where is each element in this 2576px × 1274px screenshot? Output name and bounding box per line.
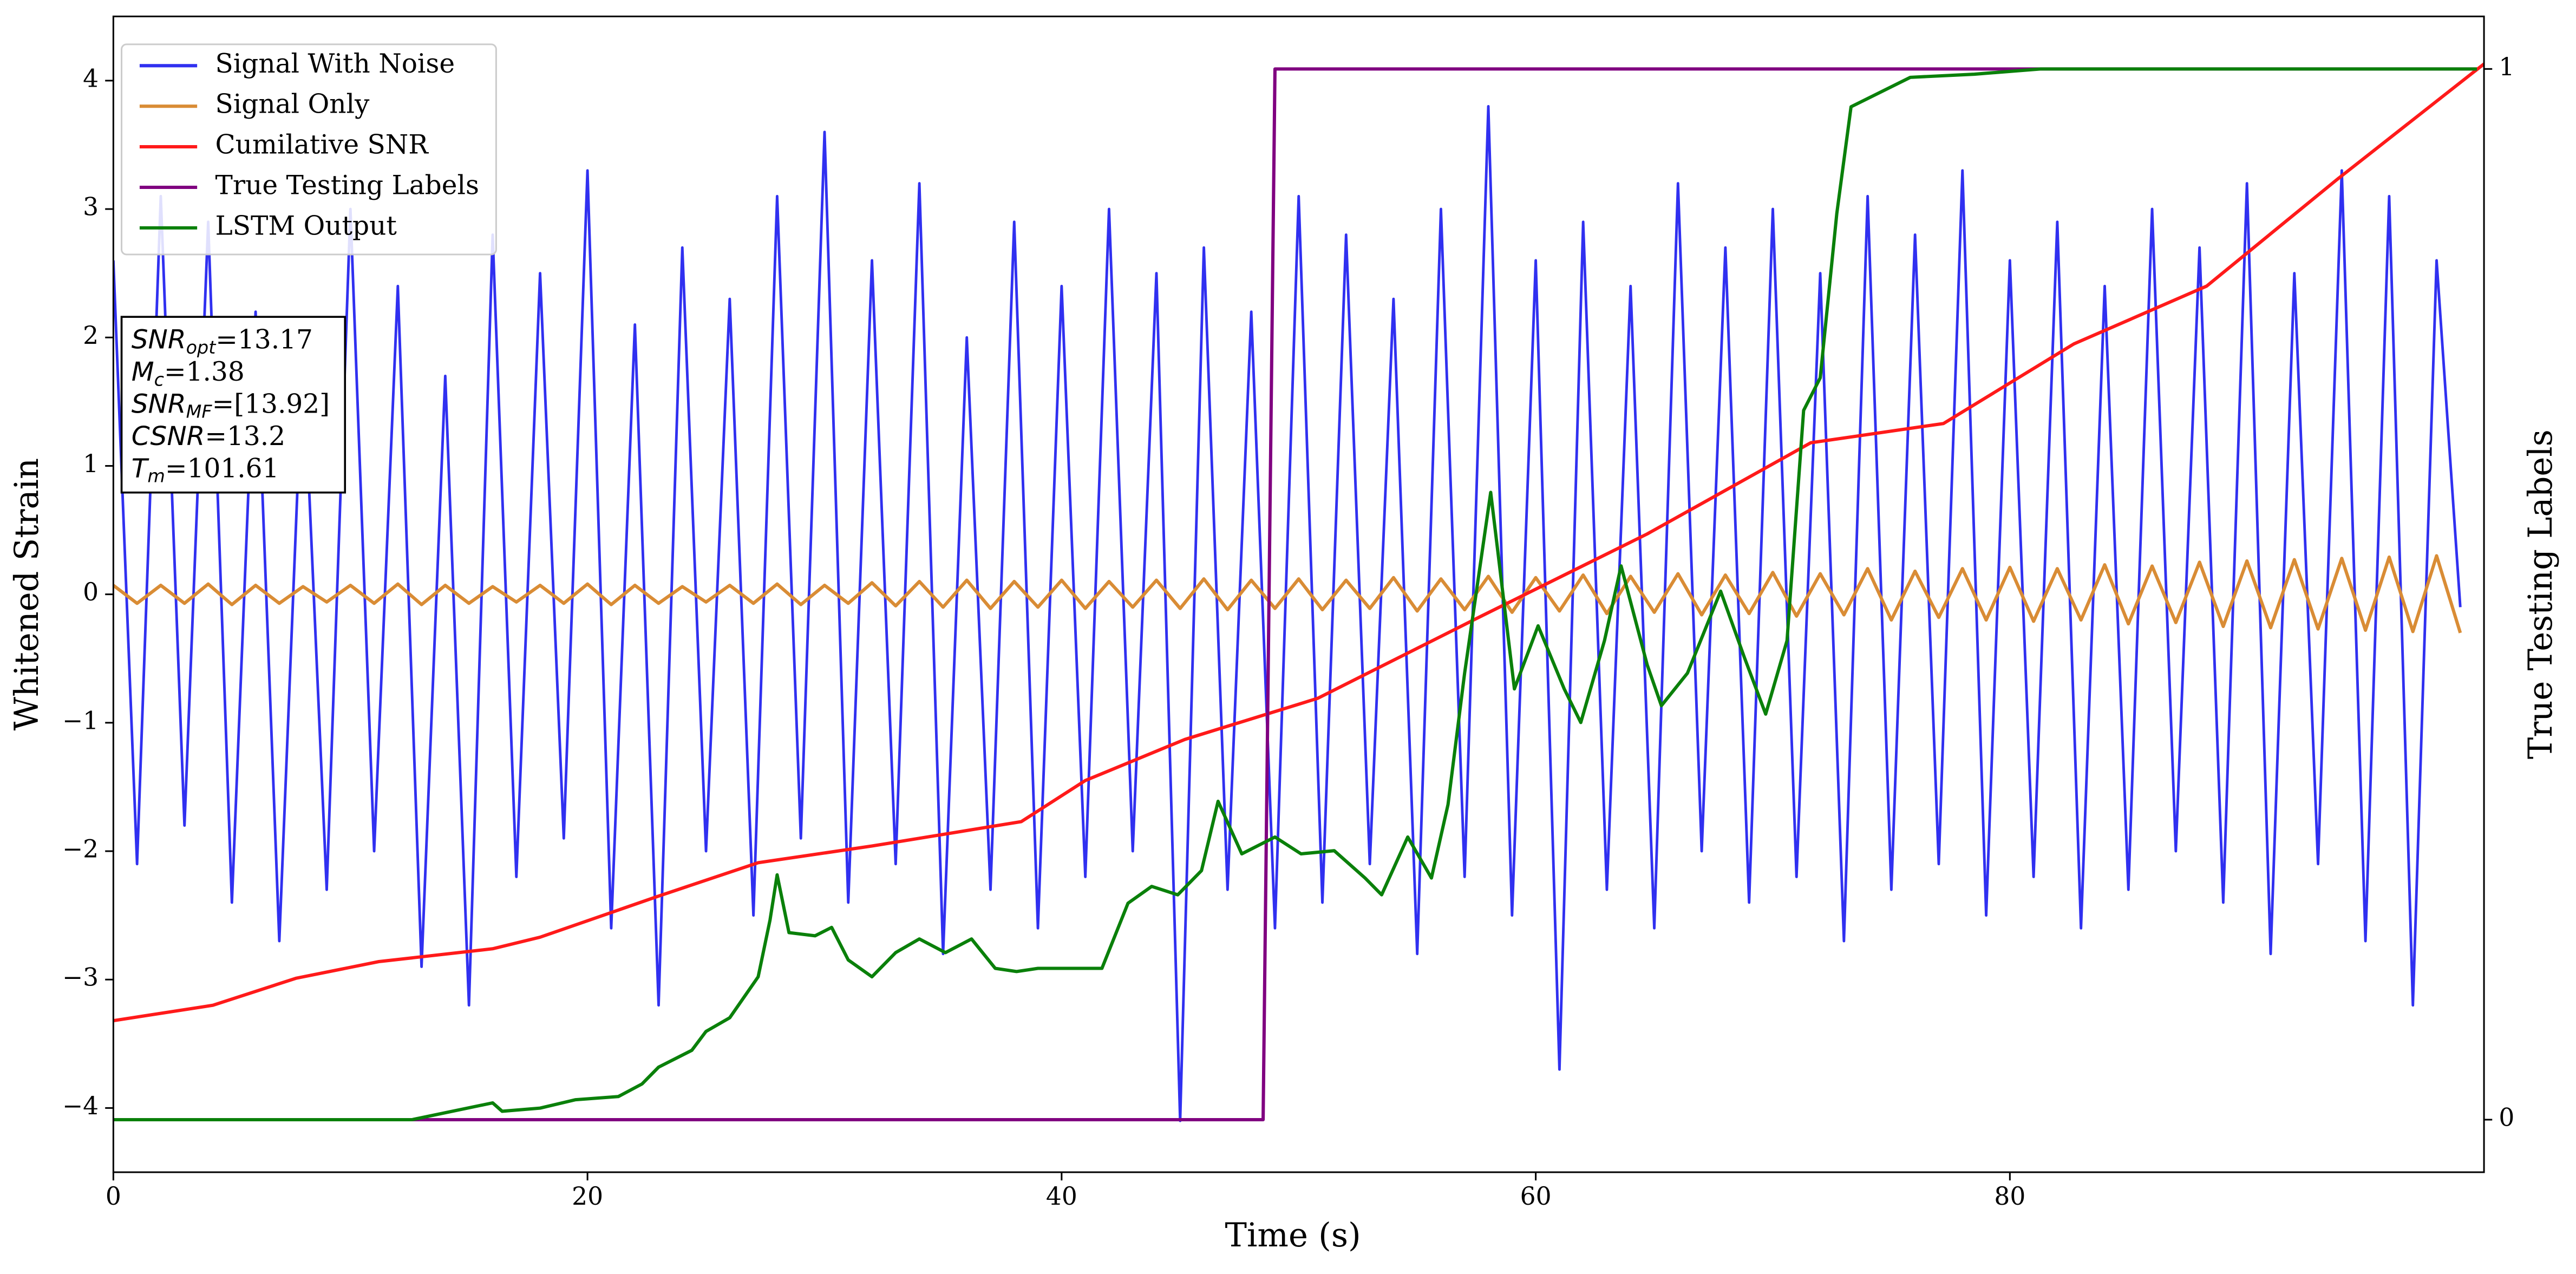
annotation-subscript: m [147, 465, 165, 486]
annotation-value: =13.2 [205, 421, 285, 452]
annotation-value: =1.38 [164, 357, 245, 387]
y2-tick-label: 0 [2499, 1103, 2514, 1132]
legend-label: LSTM Output [215, 211, 397, 241]
annotation-line: CSNR=13.2 [132, 421, 285, 452]
x-axis-label: Time (s) [1225, 1217, 1361, 1255]
y-tick-label: −2 [62, 835, 99, 864]
x-tick-label: 0 [106, 1182, 121, 1211]
series-line [113, 67, 2477, 1122]
y-tick-label: −3 [62, 963, 99, 992]
annotation-subscript: c [154, 369, 164, 390]
legend-label: Cumilative SNR [215, 130, 429, 160]
y-tick-label: 4 [83, 64, 99, 93]
legend-label: Signal With Noise [215, 49, 455, 79]
annotation-line: SNRMF=[13.92] [132, 389, 330, 422]
series-line [113, 67, 2477, 1122]
annotation-symbol: T [132, 453, 149, 484]
y-tick-label: 0 [83, 578, 99, 606]
x-tick-label: 40 [1046, 1182, 1077, 1211]
annotation-line: Tm=101.61 [132, 453, 279, 486]
y-tick-label: −4 [62, 1092, 99, 1120]
x-tick-label: 20 [572, 1182, 603, 1211]
annotation-value: =13.17 [215, 324, 313, 355]
series-line [113, 62, 2485, 1023]
legend-label: True Testing Labels [215, 170, 479, 200]
y-axis-label: Whitened Strain [8, 458, 46, 731]
annotation-line: SNRopt=13.17 [132, 324, 313, 357]
annotation-value: =[13.92] [212, 389, 330, 419]
x-tick-label: 60 [1520, 1182, 1552, 1211]
annotation-line: Mc=1.38 [132, 357, 245, 390]
y2-axis-label: True Testing Labels [2522, 429, 2560, 759]
annotation-subscript: opt [186, 336, 217, 357]
series-line [113, 554, 2462, 633]
annotation-value: =101.61 [165, 453, 279, 484]
y2-tick-label: 1 [2499, 53, 2514, 81]
series-line [113, 104, 2462, 1122]
y-tick-label: 3 [83, 193, 99, 221]
annotation-frame [120, 316, 346, 494]
annotation-symbol: SNR [132, 389, 186, 420]
y-tick-label: 1 [83, 449, 99, 478]
annotation-box: SNRopt=13.17Mc=1.38SNRMF=[13.92]CSNR=13.… [120, 316, 346, 494]
legend-frame [121, 43, 497, 256]
annotation-symbol: SNR [132, 325, 186, 355]
annotation-subscript: MF [186, 401, 213, 422]
y-tick-label: −1 [62, 706, 99, 735]
y-tick-label: 2 [83, 321, 99, 350]
x-tick-label: 80 [1994, 1182, 2025, 1211]
legend: Signal With Noise Signal Only Cumilative S… [121, 43, 497, 256]
plot-area [113, 62, 2485, 1122]
annotation-symbol: CSNR [132, 421, 205, 452]
annotation-symbol: M [132, 357, 154, 387]
legend-label: Signal Only [215, 89, 370, 120]
